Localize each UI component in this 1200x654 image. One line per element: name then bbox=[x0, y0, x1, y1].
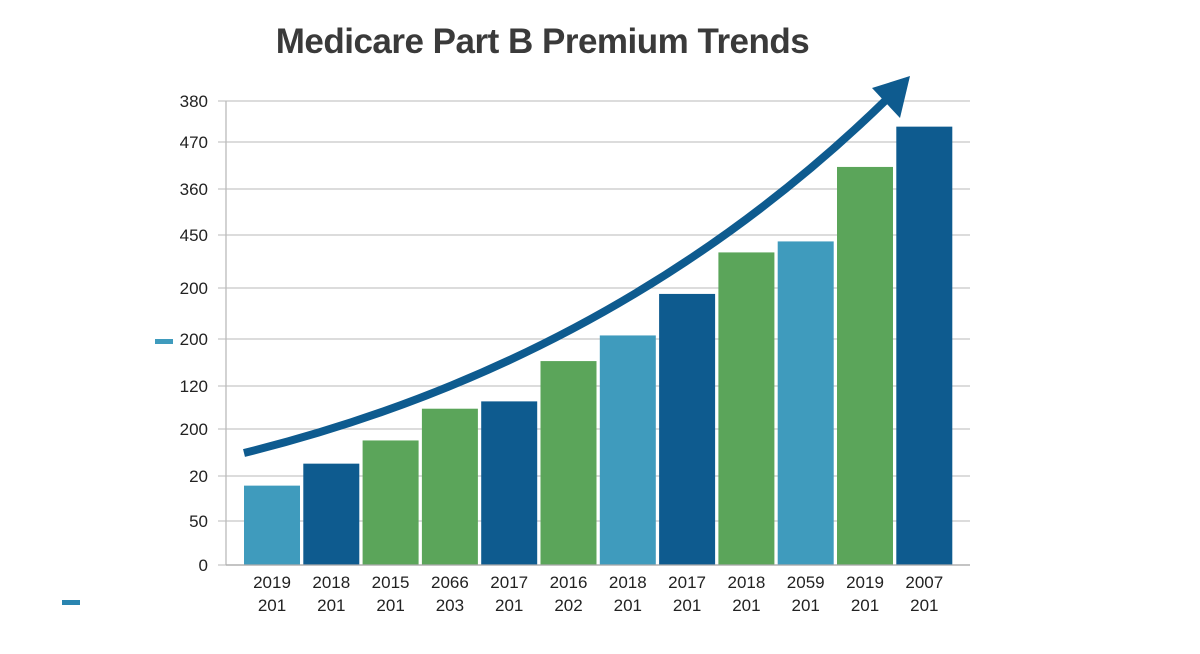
chart-title: Medicare Part B Premium Trends bbox=[275, 22, 810, 61]
x-tick-label: 2017 bbox=[668, 573, 706, 592]
x-tick-label: 201 bbox=[258, 596, 286, 615]
x-tick-label: 2066 bbox=[431, 573, 469, 592]
y-tick-label: 450 bbox=[180, 226, 208, 245]
x-tick-label: 201 bbox=[376, 596, 404, 615]
bar bbox=[896, 126, 953, 566]
bar bbox=[837, 166, 893, 566]
x-tick-label: 201 bbox=[910, 596, 938, 615]
trend-arrow-line bbox=[243, 95, 891, 457]
x-tick-label: 201 bbox=[495, 596, 523, 615]
bar bbox=[540, 361, 597, 565]
x-tick-label: 202 bbox=[554, 596, 582, 615]
x-tick-label: 201 bbox=[614, 596, 642, 615]
y-tick-label: 200 bbox=[180, 330, 208, 349]
x-tick-label: 2019 bbox=[846, 573, 884, 592]
trend-arrow-head-icon bbox=[872, 76, 910, 118]
bar bbox=[244, 485, 300, 565]
bar bbox=[718, 252, 775, 565]
y-tick-label: 360 bbox=[180, 180, 208, 199]
bar bbox=[303, 463, 360, 565]
x-tick-label: 203 bbox=[436, 596, 464, 615]
y-tick-label: 200 bbox=[180, 279, 208, 298]
x-tick-label: 201 bbox=[851, 596, 879, 615]
x-tick-label: 2018 bbox=[609, 573, 647, 592]
x-tick-label: 2015 bbox=[372, 573, 410, 592]
x-tick-label: 201 bbox=[792, 596, 820, 615]
x-tick-label: 2016 bbox=[550, 573, 588, 592]
y-tick-label: 0 bbox=[199, 556, 208, 575]
x-tick-label: 2019 bbox=[253, 573, 291, 592]
x-tick-label: 2059 bbox=[787, 573, 825, 592]
y-tick-label: 470 bbox=[180, 133, 208, 152]
x-tick-label: 2018 bbox=[727, 573, 765, 592]
x-tick-label: 2017 bbox=[490, 573, 528, 592]
x-tick-label: 201 bbox=[673, 596, 701, 615]
y-tick-label: 50 bbox=[189, 512, 208, 531]
y-tick-label: 380 bbox=[180, 92, 208, 111]
y-tick-label: 120 bbox=[180, 377, 208, 396]
bar bbox=[362, 440, 419, 565]
bar bbox=[481, 401, 538, 565]
y-tick-label: 20 bbox=[189, 467, 208, 486]
legend-mark bbox=[62, 600, 80, 605]
x-tick-label: 2018 bbox=[312, 573, 350, 592]
x-tick-label: 201 bbox=[732, 596, 760, 615]
x-tick-label: 201 bbox=[317, 596, 345, 615]
bar bbox=[659, 293, 716, 565]
legend-mark bbox=[155, 339, 173, 344]
x-tick-label: 2007 bbox=[905, 573, 943, 592]
bar bbox=[599, 335, 656, 565]
y-tick-label: 200 bbox=[180, 420, 208, 439]
bar bbox=[777, 241, 834, 565]
bar bbox=[421, 408, 478, 565]
